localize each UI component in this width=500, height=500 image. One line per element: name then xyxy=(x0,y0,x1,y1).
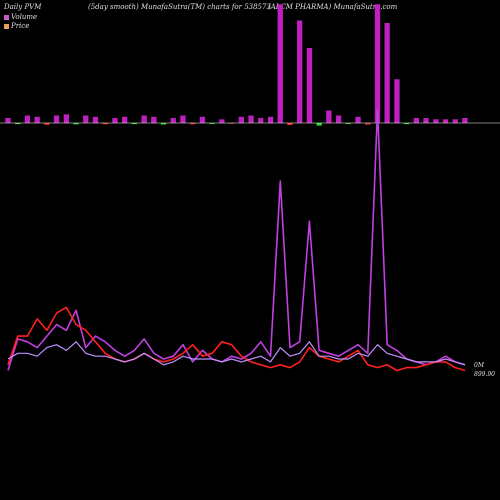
volume-bar xyxy=(5,118,11,123)
volume-bar xyxy=(316,123,322,126)
volume-bar xyxy=(229,123,235,124)
volume-bar xyxy=(73,123,79,125)
volume-bar xyxy=(151,116,157,124)
volume-bar xyxy=(413,118,419,123)
volume-bar xyxy=(345,123,351,124)
volume-bars xyxy=(5,4,468,126)
volume-bar xyxy=(384,23,390,123)
volume-bar xyxy=(180,115,186,123)
volume-bar xyxy=(306,48,313,123)
legend-price: Price xyxy=(4,22,29,30)
chart-header-source: (ALCM PHARMA) MunafaSutra.com xyxy=(268,3,398,11)
chart-header-title: (5day smooth) MunafaSutra(TM) charts for… xyxy=(88,3,271,11)
volume-bar xyxy=(452,119,458,124)
legend-price-label: Price xyxy=(11,22,30,30)
legend-volume-label: Volume xyxy=(11,13,38,21)
volume-bar xyxy=(83,115,89,123)
volume-bar xyxy=(365,123,371,125)
volume-bar xyxy=(326,110,332,123)
volume-bar xyxy=(374,4,381,124)
volume-bar xyxy=(170,118,176,123)
volume-bar xyxy=(44,123,50,125)
volume-bar xyxy=(267,116,274,124)
volume-bar xyxy=(160,123,167,125)
volume-bar xyxy=(238,116,244,124)
volume-bar xyxy=(63,114,69,124)
volume-bar xyxy=(190,123,196,125)
volume-bar xyxy=(92,116,99,124)
volume-bar xyxy=(423,118,429,123)
legend-volume-swatch xyxy=(4,14,9,20)
volume-bar xyxy=(219,119,225,124)
volume-bar xyxy=(355,116,361,124)
volume-bar xyxy=(209,123,215,124)
volume-bar xyxy=(404,123,410,125)
volume-bar xyxy=(199,116,206,124)
volume-bar xyxy=(15,123,21,125)
volume-bar xyxy=(462,118,468,123)
pv-line xyxy=(7,341,466,366)
volume-bar xyxy=(24,115,31,123)
volume-bar xyxy=(112,118,118,123)
chart-type-label: Daily PVM xyxy=(4,3,42,11)
volume-bar xyxy=(258,118,264,123)
price-line xyxy=(7,306,466,372)
volume-bar xyxy=(335,115,342,123)
volume-bar xyxy=(102,123,108,125)
volume-bar xyxy=(131,123,137,125)
volume-bar xyxy=(442,119,449,124)
volume-bar xyxy=(394,79,400,124)
volume-bar xyxy=(53,115,60,123)
volume-bar xyxy=(433,119,439,124)
volume-bar xyxy=(297,20,303,123)
volume-bar xyxy=(34,116,40,124)
legend-volume: Volume xyxy=(4,13,37,21)
end-label-price: 899.90 xyxy=(474,371,495,378)
volume-bar xyxy=(287,123,293,125)
volume-bar xyxy=(141,115,147,123)
end-label-volume: 0M xyxy=(474,362,484,369)
volume-bar xyxy=(277,4,283,124)
legend-price-swatch xyxy=(4,23,9,29)
volume-bar xyxy=(122,116,128,124)
volume-bar xyxy=(248,115,254,123)
volume-line xyxy=(7,108,466,371)
series-lines xyxy=(7,108,466,372)
